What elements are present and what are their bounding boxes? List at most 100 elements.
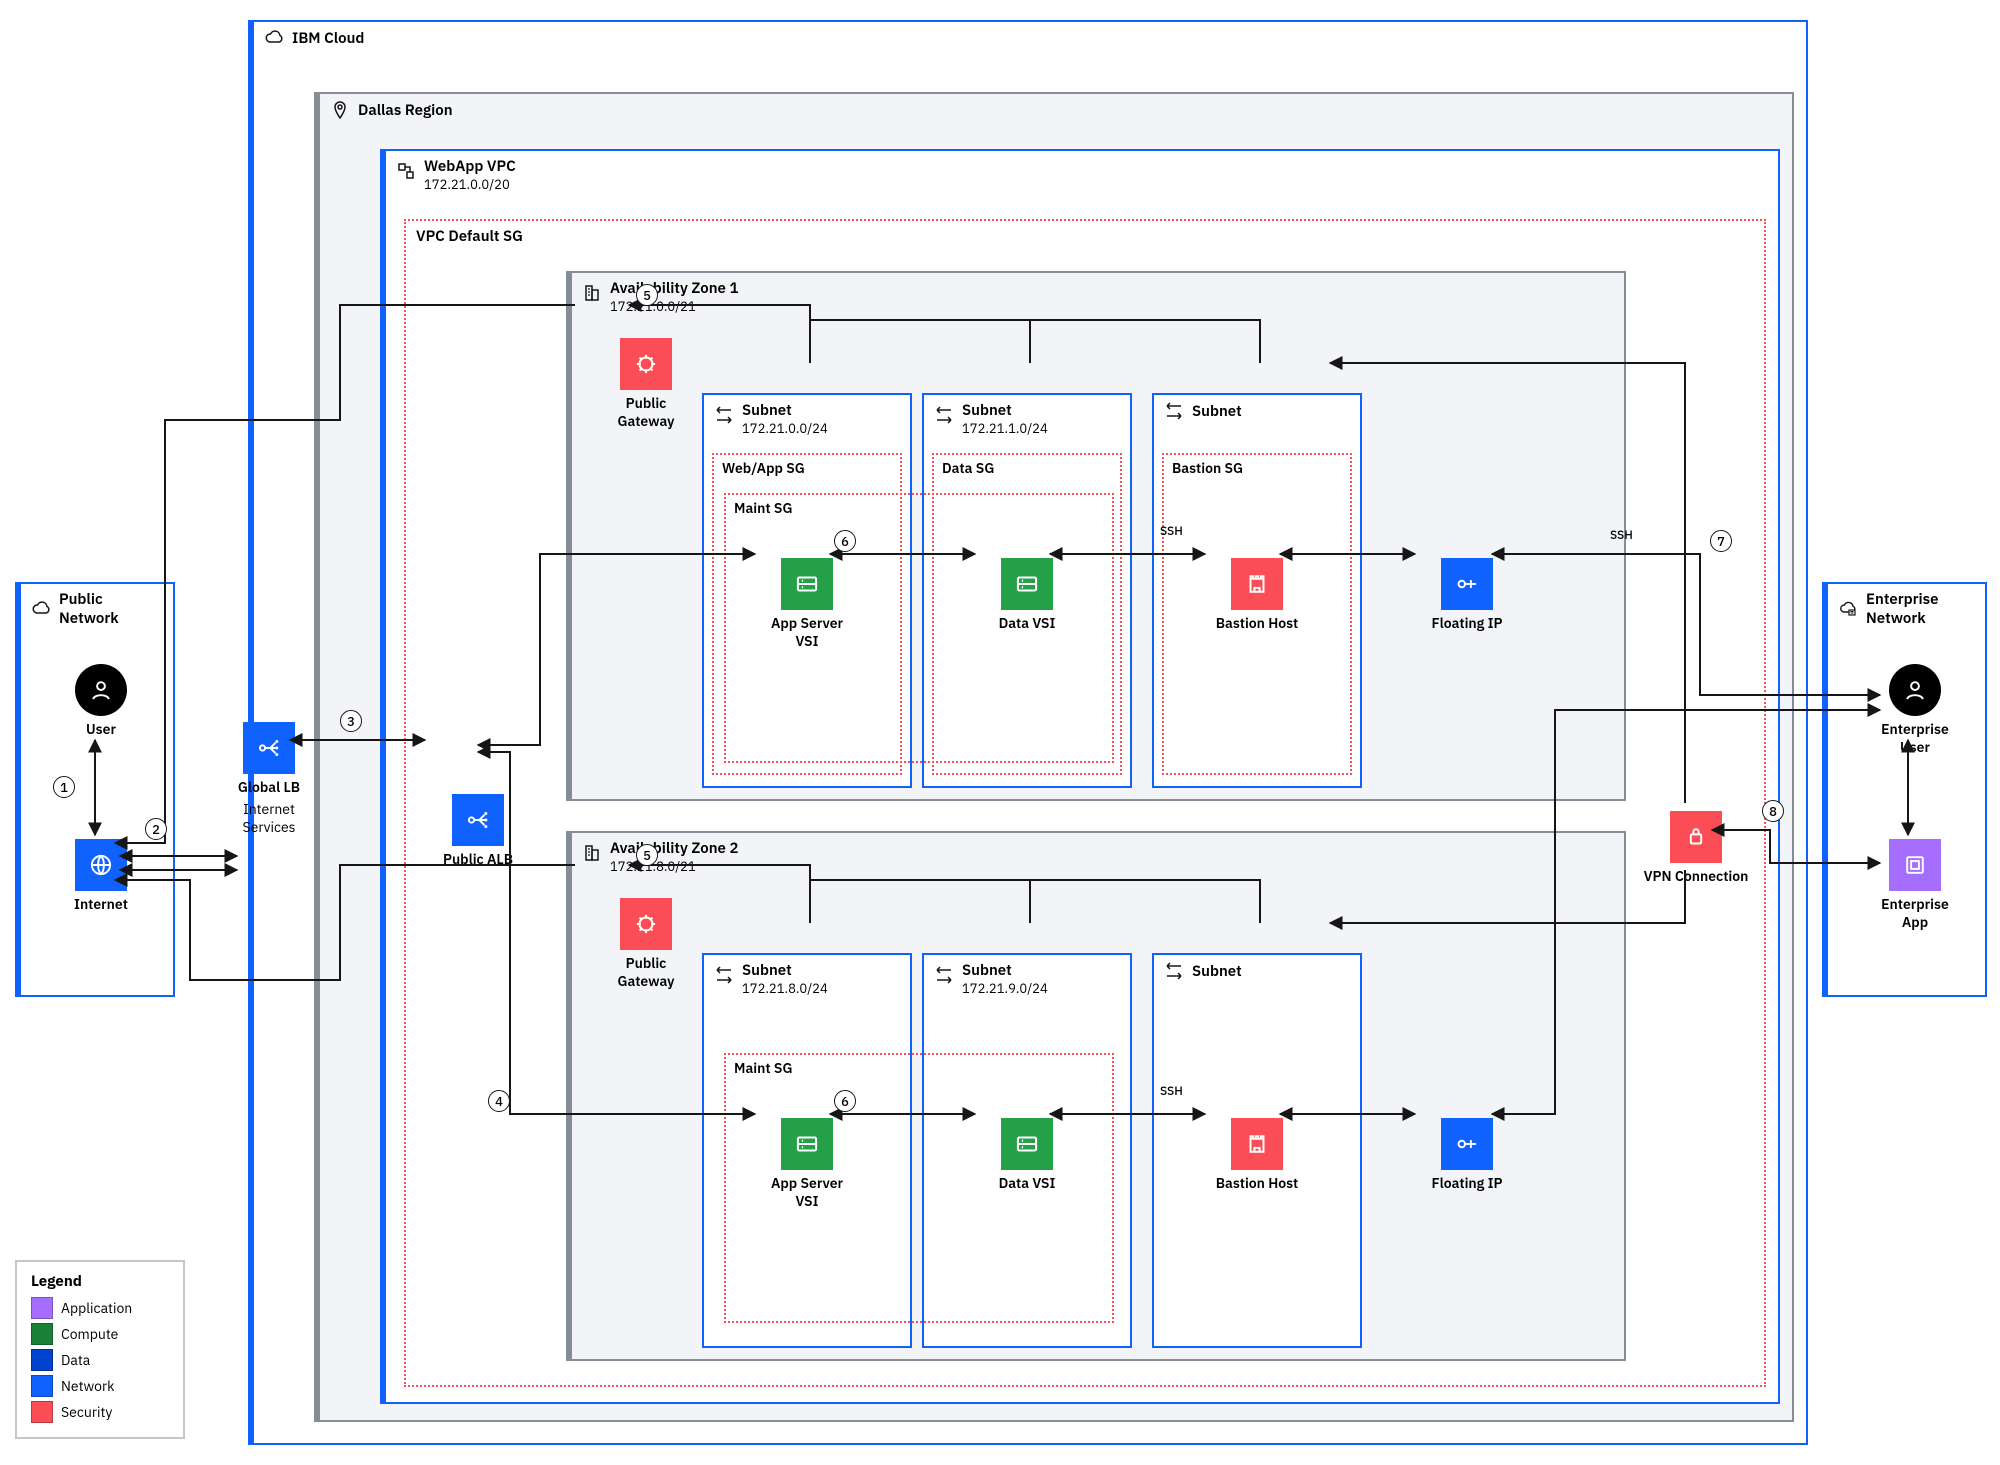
az1-pgw-label: Public Gateway: [601, 394, 691, 430]
enterprise-cloud-icon: [1838, 599, 1858, 619]
step-5b: 5: [636, 844, 658, 866]
az2-bastion: Bastion Host: [1212, 1118, 1302, 1192]
global-lb-label: Global LB: [219, 778, 319, 796]
ssh-label-az1: SSH: [1160, 524, 1183, 539]
az1-title: Availability Zone 1: [610, 279, 738, 298]
subnet-icon: [1164, 961, 1184, 981]
vpc-container: WebApp VPC 172.21.0.0/20 VPC Default SG …: [380, 149, 1780, 1404]
step-5a: 5: [636, 284, 658, 306]
legend-swatch: [31, 1323, 53, 1345]
public-alb: Public ALB: [438, 794, 518, 868]
az1-sg-web-title: Web/App SG: [714, 455, 900, 481]
vpc-title: WebApp VPC: [424, 157, 516, 176]
step-6b: 6: [834, 1090, 856, 1112]
az2-container: Availability Zone 2 172.21.8.0/21 Subnet…: [566, 831, 1626, 1361]
dc-icon: [582, 843, 602, 863]
internet: Internet: [61, 839, 141, 913]
enterprise-network-title: Enterprise Network: [1866, 590, 1975, 628]
step-2: 2: [145, 818, 167, 840]
az1-subnet1-title: Subnet: [742, 401, 828, 420]
legend-row: Network: [31, 1375, 169, 1397]
ibm-cloud-header: IBM Cloud: [254, 22, 1806, 54]
az1-public-gateway: Public Gateway: [601, 338, 691, 430]
legend-label: Security: [61, 1403, 112, 1421]
legend: Legend Application Compute Data Network Secu…: [15, 1260, 185, 1439]
az1-data-vsi-label: Data VSI: [982, 614, 1072, 632]
az1-sg-data-title: Data SG: [934, 455, 1120, 481]
legend-row: Data: [31, 1349, 169, 1371]
public-alb-label: Public ALB: [438, 850, 518, 868]
sg-vpc-title: VPC Default SG: [416, 227, 523, 246]
az1-app-vsi: App Server VSI: [762, 558, 852, 650]
az1-fip-label: Floating IP: [1422, 614, 1512, 632]
vpc-header: WebApp VPC 172.21.0.0/20: [386, 151, 1778, 199]
step-1: 1: [53, 776, 75, 798]
public-network-title: Public Network: [59, 590, 163, 628]
legend-label: Compute: [61, 1325, 118, 1343]
subnet-icon: [934, 405, 954, 425]
az2-cidr: 172.21.8.0/21: [610, 858, 738, 875]
public-user-label: User: [61, 720, 141, 738]
az2-bastion-label: Bastion Host: [1212, 1174, 1302, 1192]
vpn-label: VPN Connection: [1641, 867, 1751, 885]
az1-cidr: 172.21.0.0/21: [610, 298, 738, 315]
az1-data-vsi: Data VSI: [982, 558, 1072, 632]
az2-pgw-label: Public Gateway: [601, 954, 691, 990]
az2-subnet2-cidr: 172.21.9.0/24: [962, 980, 1048, 997]
step-8: 8: [1762, 800, 1784, 822]
az2-subnet2-title: Subnet: [962, 961, 1048, 980]
subnet-icon: [1164, 401, 1184, 421]
legend-row: Application: [31, 1297, 169, 1319]
legend-row: Compute: [31, 1323, 169, 1345]
public-user: User: [61, 664, 141, 738]
pin-icon: [330, 100, 350, 120]
legend-row: Security: [31, 1401, 169, 1423]
az1-floating-ip: Floating IP: [1422, 558, 1512, 632]
legend-label: Network: [61, 1377, 115, 1395]
dc-icon: [582, 283, 602, 303]
az1-app-vsi-label: App Server VSI: [762, 614, 852, 650]
az2-data-vsi-label: Data VSI: [982, 1174, 1072, 1192]
global-lb: Global LB Internet Services: [219, 722, 319, 836]
az2-header: Availability Zone 2 172.21.8.0/21: [572, 833, 1624, 881]
vpn-connection: VPN Connection: [1641, 811, 1751, 885]
global-lb-sub: Internet Services: [219, 800, 319, 836]
subnet-icon: [714, 405, 734, 425]
az2-subnet1-title: Subnet: [742, 961, 828, 980]
az2-fip-label: Floating IP: [1422, 1174, 1512, 1192]
vpc-cidr: 172.21.0.0/20: [424, 176, 516, 193]
legend-title: Legend: [31, 1272, 169, 1291]
region-header: Dallas Region: [320, 94, 1792, 126]
cloud-icon: [31, 599, 51, 619]
az2-sg-maint-title: Maint SG: [726, 1055, 1112, 1081]
az2-public-gateway: Public Gateway: [601, 898, 691, 990]
region-container: Dallas Region WebApp VPC 172.21.0.0/20 V…: [314, 92, 1794, 1422]
az1-subnet1-cidr: 172.21.0.0/24: [742, 420, 828, 437]
legend-label: Application: [61, 1299, 132, 1317]
vpc-icon: [396, 161, 416, 181]
enterprise-network: Enterprise Network Enterprise User Enter…: [1822, 582, 1987, 997]
az2-subnet1-cidr: 172.21.8.0/24: [742, 980, 828, 997]
region-title: Dallas Region: [358, 101, 453, 120]
legend-swatch: [31, 1349, 53, 1371]
step-6a: 6: [834, 530, 856, 552]
az1-subnet3-title: Subnet: [1192, 402, 1242, 421]
ent-user-label: Enterprise User: [1870, 720, 1960, 756]
ibm-cloud-container: IBM Cloud Dallas Region WebApp VPC 172.2…: [248, 20, 1808, 1445]
legend-label: Data: [61, 1351, 90, 1369]
az2-title: Availability Zone 2: [610, 839, 738, 858]
az1-bastion-label: Bastion Host: [1212, 614, 1302, 632]
legend-swatch: [31, 1401, 53, 1423]
cloud-icon: [264, 28, 284, 48]
subnet-icon: [714, 965, 734, 985]
az1-container: Availability Zone 1 172.21.0.0/21 Subnet…: [566, 271, 1626, 801]
enterprise-user: Enterprise User: [1870, 664, 1960, 756]
sg-vpc-default: VPC Default SG Availability Zone 1 172.2…: [404, 219, 1766, 1387]
az1-sg-bastion-title: Bastion SG: [1164, 455, 1350, 481]
az2-data-vsi: Data VSI: [982, 1118, 1072, 1192]
sg-vpc-header: VPC Default SG: [406, 221, 1764, 252]
az2-app-vsi-label: App Server VSI: [762, 1174, 852, 1210]
public-network: Public Network User Internet: [15, 582, 175, 997]
legend-swatch: [31, 1375, 53, 1397]
az2-app-vsi: App Server VSI: [762, 1118, 852, 1210]
